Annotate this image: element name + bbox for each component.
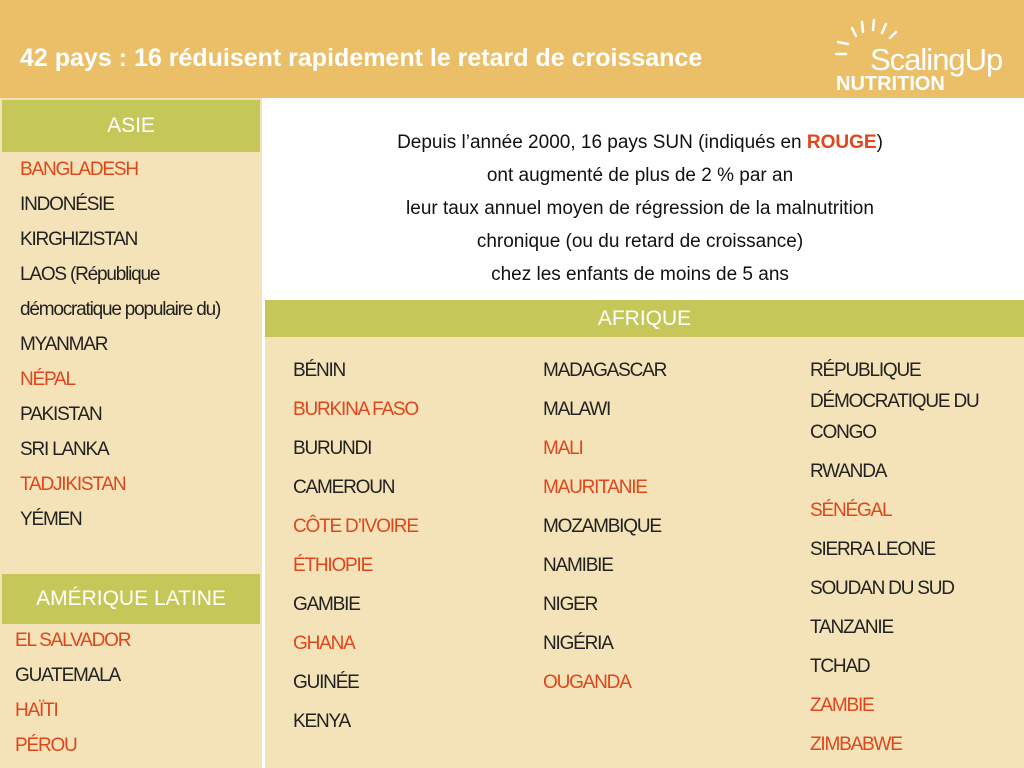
country: MALAWI [543,399,611,420]
country: SIERRA LEONE [810,539,936,560]
country: MALI [543,438,584,459]
slide-title: 42 pays : 16 réduisent rapidement le ret… [20,44,703,72]
country: RÉPUBLIQUE DÉMOCRATIQUE DU CONGO [810,360,980,443]
country: BURKINA FASO [293,399,419,420]
country: HAÏTI [15,700,59,721]
country: PAKISTAN [20,404,103,425]
intro-text-part: ) [876,132,883,153]
africa-column: MADAGASCAR MALAWI MALI MAURITANIE MOZAMBIQUE… [543,355,743,706]
country: MYANMAR [20,334,109,355]
logo-bottom: NUTRITION [836,73,945,94]
country: ZIMBABWE [810,734,903,755]
country: GHANA [293,633,356,654]
country: NIGÉRIA [543,633,614,654]
country: PÉROU [15,735,78,756]
country: BÉNIN [293,360,346,381]
country: SRI LANKA [20,439,110,460]
country: NIGER [543,594,598,615]
country: CAMEROUN [293,477,395,498]
country: YÉMEN [20,509,83,530]
africa-column: BÉNIN BURKINA FASO BURUNDI CAMEROUN CÔTE D’I… [293,355,493,745]
country: KENYA [293,711,351,732]
intro-line: leur taux annuel moyen de régression de … [406,198,874,219]
africa-panel [265,337,1024,768]
logo-top: ScalingUp [870,42,1002,77]
intro-line: chez les enfants de moins de 5 ans [491,264,789,285]
latin-heading: AMÉRIQUE LATINE [2,574,260,624]
africa-column: RÉPUBLIQUE DÉMOCRATIQUE DU CONGO RWANDA SÉ… [810,355,1005,768]
country: GUATEMALA [15,665,121,686]
country: MAURITANIE [543,477,648,498]
country: OUGANDA [543,672,632,693]
country: TCHAD [810,656,871,677]
country: EL SALVADOR [15,630,131,651]
intro-text: Depuis l’année 2000, 16 pays SUN (indiqu… [280,126,1000,291]
country: NAMIBIE [543,555,614,576]
logo: ScalingUp NUTRITION [834,18,1003,94]
country: INDONÉSIE [20,194,115,215]
country: BURUNDI [293,438,372,459]
intro-line: ont augmenté de plus de 2 % par an [486,165,794,186]
country: ZAMBIE [810,695,875,716]
country: GUINÉE [293,672,360,693]
country: RWANDA [810,461,887,482]
country: CÔTE D’IVOIRE [293,516,419,537]
intro-line: Depuis l’année 2000, 16 pays SUN (indiqu… [280,126,1000,159]
country: LAOS (République démocratique populaire … [20,264,221,320]
country: KIRGHIZISTAN [20,229,138,250]
country: MADAGASCAR [543,360,667,381]
country: ÉTHIOPIE [293,555,373,576]
country: TADJIKISTAN [20,474,127,495]
intro-line: chronique (ou du retard de croissance) [476,231,804,252]
asia-heading: ASIE [2,100,260,152]
country: SÉNÉGAL [810,500,893,521]
intro-text-part: Depuis l’année 2000, 16 pays SUN (indiqu… [397,132,807,153]
country: NÉPAL [20,369,76,390]
africa-heading: AFRIQUE [265,300,1024,337]
intro-highlight: ROUGE [806,132,877,153]
country: MOZAMBIQUE [543,516,662,537]
country: TANZANIE [810,617,894,638]
latin-list: EL SALVADOR GUATEMALA HAÏTI PÉROU [15,623,245,763]
header-bar [0,0,1024,98]
country: BANGLADESH [20,159,139,180]
country: GAMBIE [293,594,361,615]
country: SOUDAN DU SUD [810,578,955,599]
asia-list: BANGLADESH INDONÉSIE KIRGHIZISTAN LAOS (Rép… [20,152,235,537]
left-panel [0,98,262,768]
